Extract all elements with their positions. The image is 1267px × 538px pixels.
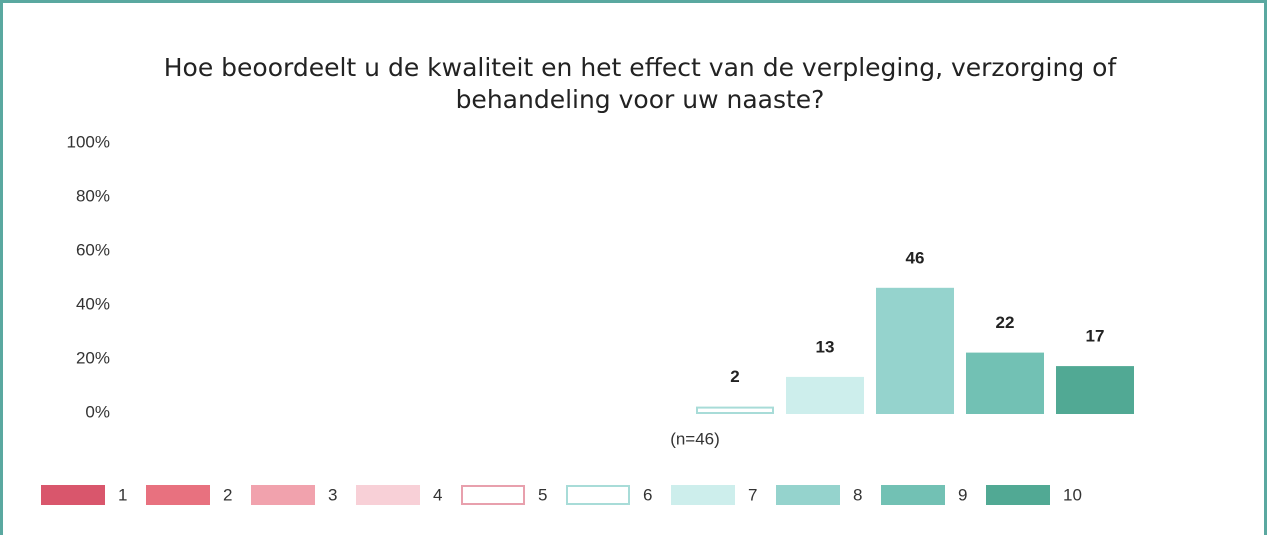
legend-swatch [41,485,105,505]
legend-swatch [251,485,315,505]
legend-label: 2 [223,485,232,504]
legend-swatch [356,485,420,505]
legend-swatch [146,485,210,505]
y-tick-label: 80% [76,186,110,205]
legend-label: 1 [118,485,127,504]
legend-label: 10 [1063,485,1082,504]
bar [876,287,954,414]
annotation: (n=46) [670,429,720,448]
legend-label: 6 [643,485,652,504]
bar [786,376,864,414]
legend-label: 8 [853,485,862,504]
bar [696,406,774,415]
value-label: 13 [816,337,835,356]
legend-swatch [566,485,630,505]
chart-title: Hoe beoordeelt u de kwaliteit en het eff… [163,53,1117,114]
bar [1056,366,1134,415]
legend-swatch [776,485,840,505]
legend-label: 4 [433,485,442,504]
legend-label: 9 [958,485,967,504]
y-tick-label: 20% [76,348,110,367]
legend-swatch [881,485,945,505]
legend-label: 3 [328,485,337,504]
y-tick-label: 40% [76,294,110,313]
legend-label: 7 [748,485,757,504]
value-label: 2 [730,367,739,386]
legend-swatch [671,485,735,505]
y-tick-label: 0% [85,402,110,421]
y-tick-label: 100% [67,132,110,151]
legend-label: 5 [538,485,547,504]
value-label: 46 [906,248,925,267]
value-label: 17 [1086,327,1105,346]
value-label: 22 [996,313,1015,332]
bar [966,352,1044,415]
legend-swatch [986,485,1050,505]
y-tick-label: 60% [76,240,110,259]
legend-swatch [461,485,525,505]
